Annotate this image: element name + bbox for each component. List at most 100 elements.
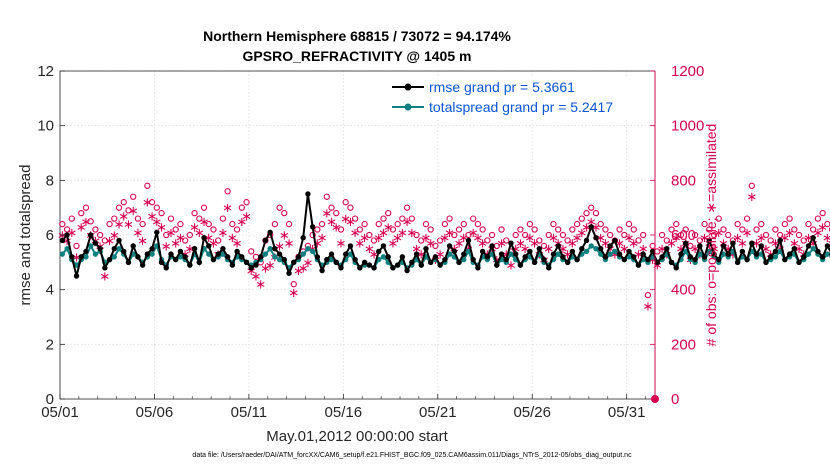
assimilated-obs-marker: ∗ <box>671 231 682 246</box>
assimilated-obs-marker: ∗ <box>562 248 573 263</box>
y-right-tick-label: 1000 <box>671 118 704 135</box>
x-axis-label: May.01,2012 00:00:00 start <box>266 428 448 445</box>
y-tick-label: 12 <box>37 63 54 80</box>
totalspread-point <box>607 251 613 257</box>
rmse-point <box>522 254 528 260</box>
rmse-point <box>371 265 377 271</box>
rmse-spread-lines <box>59 191 830 279</box>
assimilated-obs-marker: ∗ <box>293 264 304 279</box>
y-tick-label: 8 <box>46 172 54 189</box>
totalspread-point <box>87 243 94 249</box>
possible-obs-marker <box>243 199 250 206</box>
possible-obs-marker <box>181 237 189 244</box>
rmse-point <box>276 251 283 257</box>
assimilated-obs-marker: ∗ <box>336 237 347 252</box>
possible-obs-marker <box>172 226 179 233</box>
possible-obs-marker <box>276 204 283 211</box>
totalspread-point <box>64 245 70 252</box>
rmse-point <box>78 254 84 260</box>
rmse-point <box>111 245 118 252</box>
assimilated-obs-marker: ∗ <box>439 231 450 246</box>
assimilated-obs-marker: ∗ <box>274 239 285 254</box>
rmse-point <box>248 265 254 271</box>
rmse-point <box>404 267 410 274</box>
assimilated-obs-marker: ∗ <box>779 231 790 246</box>
possible-obs-marker <box>210 226 217 233</box>
assimilated-obs-marker: ∗ <box>142 196 153 211</box>
possible-obs-marker <box>555 226 562 233</box>
assimilated-obs-marker: ∗ <box>501 248 512 263</box>
possible-obs-marker <box>403 204 411 211</box>
rmse-point <box>196 259 203 266</box>
assimilated-obs-marker: ∗ <box>406 226 417 241</box>
assimilated-obs-marker: ∗ <box>458 231 469 246</box>
assimilated-obs-marker: ∗ <box>628 237 639 252</box>
possible-obs-marker <box>238 204 245 211</box>
possible-obs-marker <box>92 226 99 233</box>
rmse-point <box>253 262 259 268</box>
assimilated-obs-marker: ∗ <box>642 300 653 315</box>
rmse-point <box>730 240 736 246</box>
possible-obs-marker <box>375 220 382 228</box>
totalspread-point <box>92 251 99 257</box>
rmse-point <box>753 251 760 257</box>
rmse-point <box>92 240 99 246</box>
rmse-point <box>607 243 613 249</box>
legend-totalspread-marker <box>404 103 412 111</box>
totalspread-point <box>583 248 590 255</box>
rmse-point <box>182 254 188 260</box>
assimilated-obs-marker: ∗ <box>137 234 148 249</box>
assimilated-obs-marker: ∗ <box>817 220 828 235</box>
rmse-point <box>786 251 793 257</box>
assimilated-obs-marker: ∗ <box>737 237 748 252</box>
possible-obs-marker <box>82 204 90 211</box>
rmse-point <box>220 245 226 252</box>
possible-obs-marker <box>635 237 642 244</box>
rmse-point <box>409 259 415 266</box>
rmse-point <box>201 235 207 241</box>
rmse-point <box>512 251 519 257</box>
rmse-point <box>697 243 703 249</box>
rmse-point <box>319 267 325 274</box>
assimilated-obs-marker: ∗ <box>822 231 830 246</box>
assimilated-obs-marker: ∗ <box>444 226 455 241</box>
y-tick-label: 2 <box>46 336 54 353</box>
possible-obs-marker <box>706 226 713 233</box>
rmse-point <box>536 245 543 252</box>
assimilated-obs-marker: ∗ <box>199 215 210 230</box>
legend-box <box>386 76 650 118</box>
possible-obs-marker <box>314 226 321 233</box>
possible-obs-marker <box>470 215 477 222</box>
possible-obs-marker <box>233 226 241 233</box>
assimilated-obs-marker: ∗ <box>57 229 68 244</box>
possible-obs-marker <box>795 231 803 239</box>
rmse-point <box>494 262 500 268</box>
rmse-point <box>413 251 420 257</box>
rmse-point <box>291 259 297 266</box>
assimilated-obs-marker: ∗ <box>132 226 143 241</box>
assimilated-obs-marker: ∗ <box>425 237 436 252</box>
totalspread-point <box>111 254 118 260</box>
assimilated-obs-marker: ∗ <box>690 242 701 257</box>
possible-obs-marker <box>696 237 704 244</box>
assimilated-obs-marker: ∗ <box>529 237 540 252</box>
assimilated-obs-marker: ∗ <box>251 270 262 285</box>
assimilated-obs-marker: ∗ <box>217 226 228 241</box>
possible-obs-marker <box>673 220 680 228</box>
rmse-point <box>616 251 623 257</box>
assimilated-obs-marker: ∗ <box>326 215 337 230</box>
possible-obs-marker <box>281 209 288 217</box>
assimilated-obs-marker: ∗ <box>340 212 351 227</box>
assimilated-obs-marker: ∗ <box>506 259 517 274</box>
rmse-point <box>257 254 264 260</box>
possible-obs-marker <box>68 215 75 222</box>
possible-obs-marker <box>366 231 373 239</box>
x-tick-label: 05/16 <box>325 404 363 421</box>
assimilated-obs-marker: ∗ <box>704 237 715 252</box>
possible-obs-marker <box>78 209 85 217</box>
assimilated-obs-marker: ∗ <box>652 259 663 274</box>
possible-obs-marker <box>649 242 656 250</box>
possible-obs-marker <box>219 215 227 222</box>
assimilated-obs-marker: ∗ <box>742 226 753 241</box>
assimilated-obs-marker: ∗ <box>255 278 266 293</box>
